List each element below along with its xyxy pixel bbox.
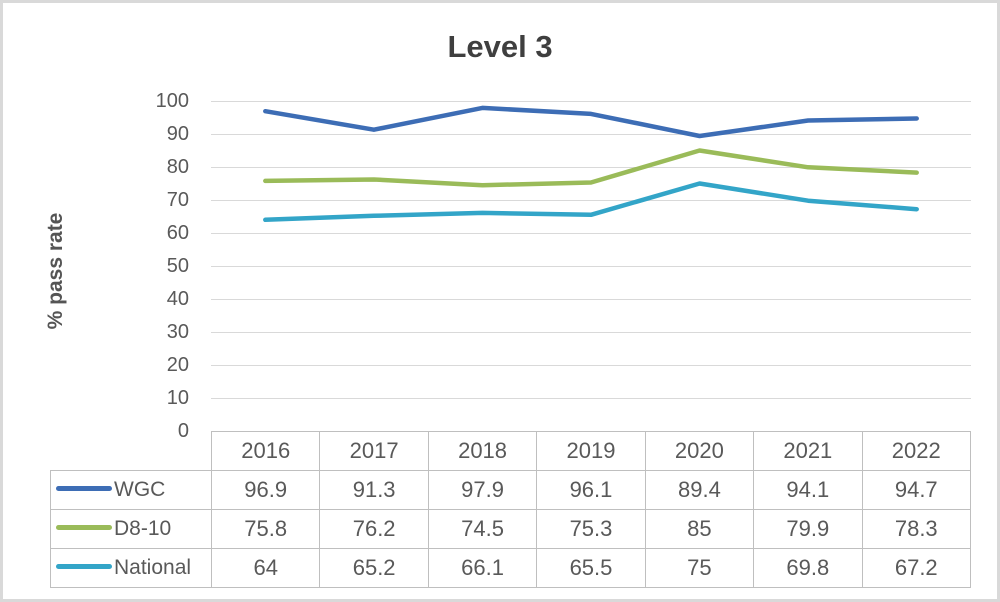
value-cell: 65.5 <box>536 548 646 588</box>
value-cell: 89.4 <box>644 470 755 510</box>
value-cell: 94.7 <box>861 470 972 510</box>
y-axis-title: % pass rate <box>44 212 67 330</box>
value-cell: 96.1 <box>536 470 646 510</box>
series-line-wgc <box>263 105 919 139</box>
value-cell: 69.8 <box>753 548 863 588</box>
legend-cell-wgc: WGC <box>50 470 212 510</box>
series-name-label: D8-10 <box>114 517 172 540</box>
value-cell: 85 <box>644 509 755 549</box>
value-cell: 91.3 <box>319 470 429 510</box>
data-table: 2016 2017 2018 2019 2020 2021 2022 WGC 96.9 91.3 9… <box>50 431 972 588</box>
line-series-canvas <box>263 105 919 223</box>
table-row-wgc: WGC 96.9 91.3 97.9 96.1 89.4 94.1 94.7 <box>50 470 972 510</box>
series-line-d8-10 <box>263 148 919 188</box>
value-cell: 78.3 <box>861 509 972 549</box>
table-row-national: National 64 65.2 66.1 65.5 75 69.8 67.2 <box>50 548 972 588</box>
value-cell: 97.9 <box>427 470 538 510</box>
y-tick-label: 70 <box>166 189 189 211</box>
value-cell: 96.9 <box>210 470 321 510</box>
y-tick-label: 80 <box>166 156 189 178</box>
legend-key-icon <box>56 485 112 491</box>
value-cell: 65.2 <box>319 548 429 588</box>
gridline <box>211 298 971 300</box>
legend-key-icon <box>56 563 112 569</box>
y-tick-label: 0 <box>177 420 189 442</box>
value-cell: 75 <box>644 548 755 588</box>
series-name-label: WGC <box>114 478 166 501</box>
value-cell: 66.1 <box>427 548 538 588</box>
y-tick-label: 10 <box>166 387 189 409</box>
year-header-cell: 2020 <box>644 431 755 471</box>
legend-cell-national: National <box>50 548 212 588</box>
table-row-d8-10: D8-10 75.8 76.2 74.5 75.3 85 79.9 78.3 <box>50 509 972 549</box>
value-cell: 94.1 <box>753 470 863 510</box>
gridline <box>211 232 971 234</box>
table-corner-cell <box>51 432 212 471</box>
value-cell: 74.5 <box>427 509 538 549</box>
y-tick-label: 100 <box>155 90 189 112</box>
series-line-national <box>263 181 919 223</box>
gridline <box>211 199 971 201</box>
series-name-label: National <box>114 556 192 579</box>
value-cell: 79.9 <box>753 509 863 549</box>
gridline <box>211 397 971 399</box>
y-tick-label: 30 <box>166 321 189 343</box>
chart-title: Level 3 <box>447 29 553 64</box>
gridline <box>211 166 971 168</box>
year-header-cell: 2019 <box>536 431 646 471</box>
year-header-cell: 2018 <box>427 431 538 471</box>
value-cell: 64 <box>210 548 321 588</box>
gridline <box>211 100 971 102</box>
table-header-row: 2016 2017 2018 2019 2020 2021 2022 <box>51 431 972 471</box>
plot-area <box>211 100 971 431</box>
value-cell: 75.8 <box>210 509 321 549</box>
year-header-cell: 2022 <box>861 431 972 471</box>
y-tick-label: 40 <box>166 288 189 310</box>
legend-cell-d8-10: D8-10 <box>50 509 212 549</box>
gridline <box>211 364 971 366</box>
value-cell: 67.2 <box>861 548 972 588</box>
y-tick-label: 90 <box>166 123 189 145</box>
gridline <box>211 331 971 333</box>
legend-key-icon <box>56 524 112 530</box>
y-tick-label: 60 <box>166 222 189 244</box>
y-axis-tick-labels: 0 10 20 30 40 50 60 70 80 90 100 <box>121 3 189 599</box>
y-tick-label: 50 <box>166 255 189 277</box>
value-cell: 76.2 <box>319 509 429 549</box>
value-cell: 75.3 <box>536 509 646 549</box>
y-tick-label: 20 <box>166 354 189 376</box>
gridline <box>211 133 971 135</box>
gridline <box>211 265 971 267</box>
year-header-cell: 2021 <box>753 431 863 471</box>
year-header-cell: 2016 <box>210 431 321 471</box>
year-header-cell: 2017 <box>319 431 429 471</box>
